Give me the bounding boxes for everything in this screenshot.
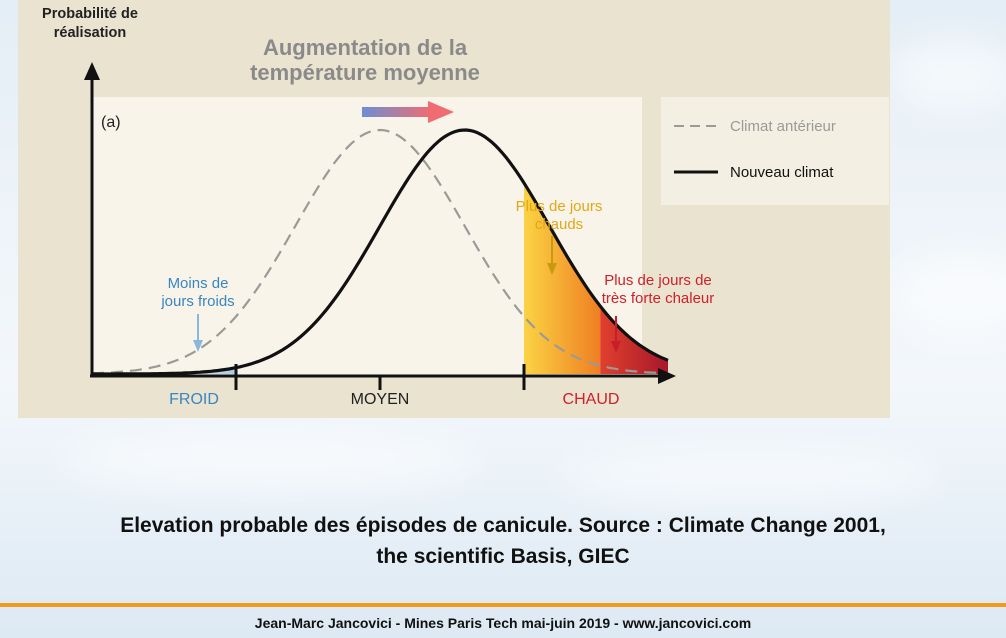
legend-box [661, 97, 889, 205]
ylabel-line2: réalisation [54, 25, 127, 41]
distribution-chart: Probabilité de réalisation Augmentation … [42, 6, 889, 408]
caption-line1: Elevation probable des épisodes de canic… [120, 514, 886, 537]
footer-credit: Jean-Marc Jancovici - Mines Paris Tech m… [254, 615, 752, 631]
slide-caption: Elevation probable des épisodes de canic… [0, 510, 1006, 572]
annotation-extreme-line2: très forte chaleur [602, 290, 715, 307]
caption-line2: the scientific Basis, GIEC [376, 545, 630, 568]
annotation-hot-line1: Plus de jours [516, 198, 603, 215]
background-cloud [890, 250, 1006, 340]
annotation-cold-arrow [193, 314, 203, 352]
annotation-cold-line2: jours froids [160, 293, 234, 310]
background-cloud [60, 430, 480, 490]
background-cloud [890, 40, 1006, 110]
panel-label: (a) [101, 114, 121, 131]
new-climate-curve [92, 128, 669, 376]
legend: Climat antérieur Nouveau climat [674, 118, 836, 181]
x-axis-ticks [234, 364, 526, 390]
annotation-cold-line1: Moins de [168, 275, 229, 292]
shift-arrow [362, 101, 454, 123]
x-axis [90, 368, 676, 384]
figure-panel: Probabilité de réalisation Augmentation … [18, 0, 890, 418]
zone-label-moyen: MOYEN [351, 391, 410, 408]
background-cloud [560, 450, 940, 500]
annotation-extreme-line1: Plus de jours de [604, 272, 712, 289]
annotation-extreme-arrow [611, 316, 621, 353]
footer-divider [0, 603, 1006, 607]
legend-label-new-climate: Nouveau climat [730, 164, 834, 181]
ylabel-line1: Probabilité de [42, 6, 138, 22]
hot-region-fill [524, 183, 601, 374]
zone-label-chaud: CHAUD [563, 391, 620, 408]
legend-label-previous-climate: Climat antérieur [730, 118, 836, 135]
chart-title-line1: Augmentation de la [263, 35, 468, 60]
zone-label-froid: FROID [169, 391, 219, 408]
annotation-hot-arrow [547, 236, 557, 275]
previous-climate-curve [91, 128, 669, 375]
annotation-hot-line2: chauds [535, 216, 583, 233]
chart-title-line2: température moyenne [250, 60, 480, 85]
y-axis [84, 62, 100, 376]
extreme-heat-region-fill [600, 306, 668, 374]
